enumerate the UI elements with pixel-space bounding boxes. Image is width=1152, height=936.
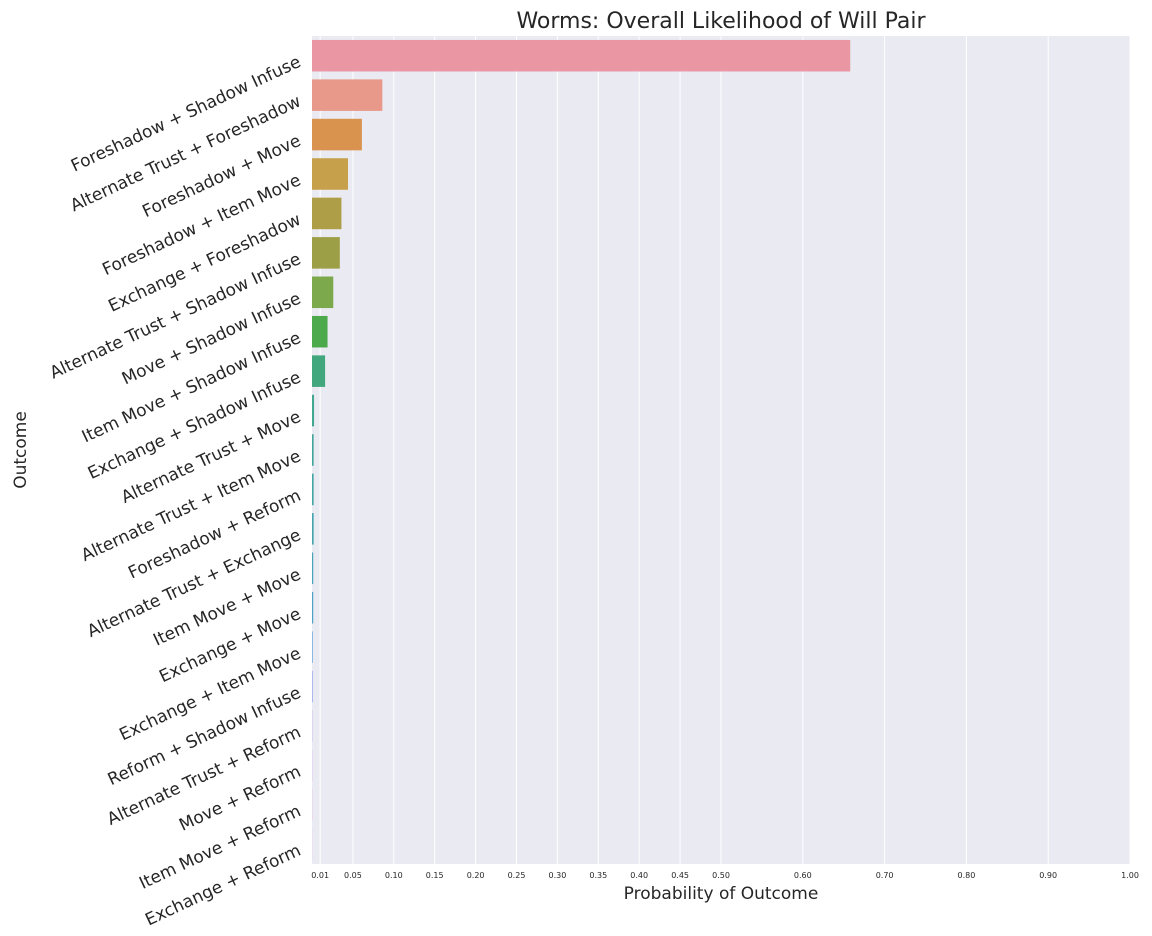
bar (312, 355, 326, 387)
bar (312, 394, 315, 427)
x-tick-label: 0.35 (589, 871, 607, 880)
bar (312, 276, 334, 309)
x-tick-label: 0.05 (344, 871, 362, 880)
x-tick-label: 0.80 (957, 871, 975, 880)
x-tick-label: 0.70 (876, 871, 894, 880)
bar (312, 631, 313, 663)
x-tick-label: 0.15 (426, 871, 444, 880)
x-tick-label: 0.20 (467, 871, 485, 880)
x-tick-label: 0.45 (671, 871, 689, 880)
bar (312, 39, 851, 72)
bar (312, 434, 314, 466)
x-tick-label: 0.60 (794, 871, 812, 880)
y-axis-label: Outcome (11, 411, 31, 489)
bar (312, 670, 313, 703)
bar (312, 197, 342, 230)
bar (312, 513, 314, 545)
x-tick-label: 0.30 (548, 871, 566, 880)
bar (312, 237, 340, 269)
x-axis-label: Probability of Outcome (624, 884, 819, 904)
bar (312, 591, 314, 624)
bar (312, 79, 383, 111)
x-tick-label: 0.25 (508, 871, 526, 880)
bar (312, 473, 314, 506)
bars (312, 39, 851, 861)
x-tick-labels: 0.01 0.05 0.10 0.15 0.20 0.25 0.30 0.35 0.40 0.45… (311, 871, 1139, 880)
x-tick-label: 0.01 (311, 871, 329, 880)
bar (312, 552, 314, 585)
x-tick-label: 0.10 (385, 871, 403, 880)
bar (312, 118, 362, 151)
bar (312, 158, 348, 190)
x-gridlines (319, 36, 1131, 864)
x-tick-label: 0.40 (630, 871, 648, 880)
x-tick-label: 0.90 (1039, 871, 1057, 880)
chart-title: Worms: Overall Likelihood of Will Pair (516, 9, 926, 34)
x-tick-label: 0.50 (712, 871, 730, 880)
bar (312, 315, 328, 348)
x-tick-label: 1.00 (1121, 871, 1139, 880)
